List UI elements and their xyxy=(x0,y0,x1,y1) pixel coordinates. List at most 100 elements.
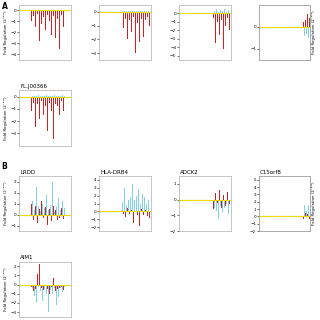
Bar xyxy=(114,11,115,12)
Bar xyxy=(38,284,39,287)
Bar xyxy=(215,13,216,43)
Bar xyxy=(298,27,299,47)
Bar xyxy=(62,201,63,215)
Bar xyxy=(44,208,45,215)
Bar xyxy=(227,192,228,200)
Bar xyxy=(148,11,149,12)
Bar xyxy=(46,95,47,97)
Bar xyxy=(63,284,64,290)
Bar xyxy=(61,208,62,215)
Bar xyxy=(129,212,130,214)
Bar xyxy=(52,181,53,215)
Bar xyxy=(306,211,307,217)
Bar xyxy=(149,12,150,26)
Bar xyxy=(137,12,138,23)
Bar xyxy=(25,284,26,288)
Bar xyxy=(122,202,123,212)
Bar xyxy=(25,215,26,226)
Bar xyxy=(299,217,300,220)
Bar xyxy=(227,13,228,18)
Bar xyxy=(136,11,137,12)
Bar xyxy=(48,96,49,97)
Bar xyxy=(40,284,41,291)
Bar xyxy=(57,284,58,289)
Bar xyxy=(46,284,47,294)
Bar xyxy=(43,97,44,115)
Bar xyxy=(216,9,217,13)
Bar xyxy=(33,284,34,291)
Bar xyxy=(27,206,28,215)
Bar xyxy=(38,95,39,97)
Bar xyxy=(211,13,212,47)
Bar xyxy=(139,12,140,42)
Bar xyxy=(39,97,40,119)
Bar xyxy=(56,207,57,215)
Bar xyxy=(57,10,58,19)
Bar xyxy=(136,196,137,212)
Bar xyxy=(50,205,51,215)
Bar xyxy=(209,200,210,206)
Bar xyxy=(224,200,225,208)
Bar xyxy=(61,97,62,101)
Bar xyxy=(141,209,142,212)
Bar xyxy=(145,12,146,20)
Bar xyxy=(225,200,226,206)
Bar xyxy=(63,215,64,219)
Bar xyxy=(138,189,139,212)
Bar xyxy=(60,96,61,97)
Bar xyxy=(53,206,54,215)
Bar xyxy=(299,18,300,27)
Bar xyxy=(137,212,138,215)
Bar xyxy=(32,284,33,288)
Text: A: A xyxy=(2,2,7,11)
Bar xyxy=(130,197,131,212)
Bar xyxy=(68,96,69,97)
Bar xyxy=(47,215,48,225)
Bar xyxy=(226,200,227,204)
Text: HLA-DRB4: HLA-DRB4 xyxy=(100,170,128,175)
Bar xyxy=(114,202,115,212)
Y-axis label: Fold Regulation (2⁻ᴰᶜᵗ): Fold Regulation (2⁻ᴰᶜᵗ) xyxy=(4,11,8,54)
Bar xyxy=(123,212,124,214)
Bar xyxy=(43,10,44,17)
Bar xyxy=(304,205,305,217)
Bar xyxy=(69,97,70,109)
Bar xyxy=(54,212,55,215)
Bar xyxy=(46,195,47,215)
Bar xyxy=(39,10,40,41)
Bar xyxy=(63,10,64,27)
Bar xyxy=(26,209,27,215)
Bar xyxy=(215,193,216,200)
Bar xyxy=(211,184,212,200)
Bar xyxy=(47,97,48,131)
Bar xyxy=(209,13,210,30)
Bar xyxy=(47,284,48,289)
Bar xyxy=(298,205,299,217)
Bar xyxy=(27,97,28,121)
Bar xyxy=(40,96,41,97)
Bar xyxy=(49,284,50,294)
Bar xyxy=(55,97,56,104)
Bar xyxy=(56,284,57,305)
Bar xyxy=(121,209,122,212)
Bar xyxy=(228,10,229,13)
Bar xyxy=(128,200,129,212)
Bar xyxy=(27,10,28,15)
Bar xyxy=(142,194,143,212)
Bar xyxy=(57,97,58,106)
Bar xyxy=(229,200,230,204)
Bar xyxy=(35,206,36,215)
Bar xyxy=(145,210,146,212)
Bar xyxy=(27,284,28,292)
Bar xyxy=(139,212,140,226)
Bar xyxy=(60,284,61,288)
Bar xyxy=(120,196,121,212)
Bar xyxy=(63,97,64,111)
Bar xyxy=(26,96,27,97)
Bar xyxy=(69,10,70,16)
Bar xyxy=(25,97,26,101)
Bar xyxy=(32,96,33,97)
Bar xyxy=(210,200,211,204)
Bar xyxy=(307,14,308,27)
Bar xyxy=(53,10,54,16)
